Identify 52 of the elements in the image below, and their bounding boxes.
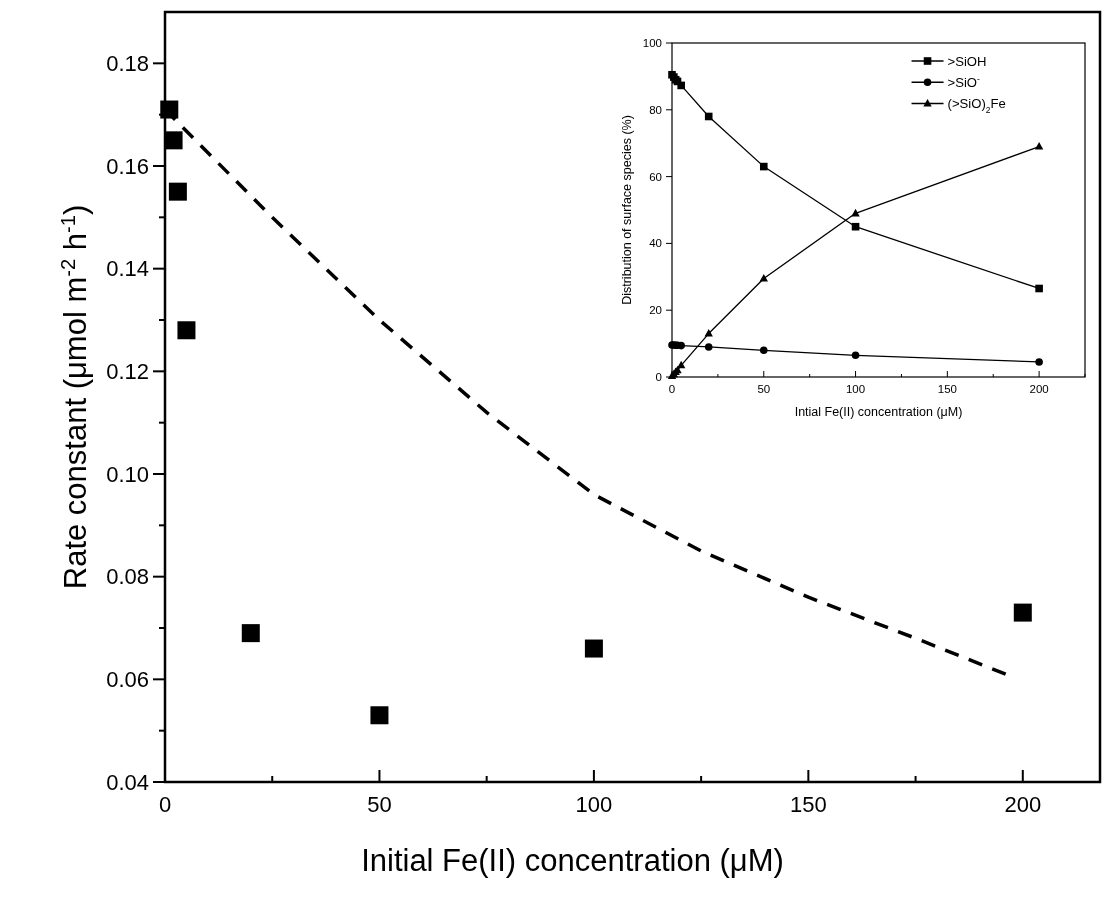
y-tick-label: 60 [649, 170, 662, 183]
point [704, 112, 713, 121]
x-tick-label: 150 [789, 791, 827, 817]
point [704, 329, 713, 337]
x-tick-label: 0 [158, 791, 172, 817]
x-tick-label: 50 [367, 791, 392, 817]
legend-label: (>SiO)$_{2}$Fe [947, 96, 1006, 116]
x-tick-label: 50 [757, 382, 771, 395]
point [370, 706, 389, 725]
point [851, 222, 860, 231]
x-axis-title: Intial Fe(II) concentration (μM) [794, 405, 963, 420]
y-tick-label: 0.04 [106, 769, 149, 795]
x-tick-label: 200 [1029, 382, 1049, 395]
point [759, 273, 768, 282]
y-tick-label: 100 [642, 37, 662, 50]
y-tick-label: 0.16 [106, 153, 149, 179]
y-tick-label: 0.10 [106, 461, 149, 487]
point [677, 81, 685, 90]
point [177, 321, 196, 340]
point [1035, 284, 1043, 293]
y-tick-label: 0.18 [106, 51, 149, 77]
point [168, 182, 187, 201]
y-tick-label: 0.14 [106, 256, 149, 282]
point [851, 208, 860, 217]
y-tick-label: 0 [655, 371, 662, 384]
point [584, 639, 603, 658]
y-tick-label: 40 [649, 237, 662, 250]
y-tick-label: 0.12 [106, 359, 149, 385]
legend-label: >SiO$^{-}$ [947, 73, 981, 90]
y-tick-label: 0.08 [106, 564, 149, 590]
point [164, 131, 183, 150]
legend-label: >SiOH [947, 53, 987, 69]
point [1034, 141, 1044, 150]
point [759, 346, 768, 355]
x-tick-label: 100 [845, 382, 866, 395]
y-tick-label: 0.06 [106, 667, 149, 693]
point [677, 360, 686, 369]
x-tick-label: 0 [668, 382, 676, 395]
point [851, 351, 860, 360]
y-tick-label: 20 [649, 304, 662, 317]
x-axis-title: Initial Fe(II) concentration (μM) [361, 842, 784, 878]
x-tick-label: 200 [1004, 791, 1042, 817]
x-tick-label: 150 [937, 382, 957, 395]
point [677, 341, 685, 350]
y-tick-label: 80 [649, 103, 662, 116]
point [1035, 358, 1043, 366]
point [241, 624, 260, 643]
point [759, 162, 768, 171]
point [1013, 603, 1032, 622]
point [704, 343, 713, 351]
x-tick-label: 100 [575, 791, 613, 817]
y-axis-title: Distribution of surface species (%) [619, 115, 634, 305]
